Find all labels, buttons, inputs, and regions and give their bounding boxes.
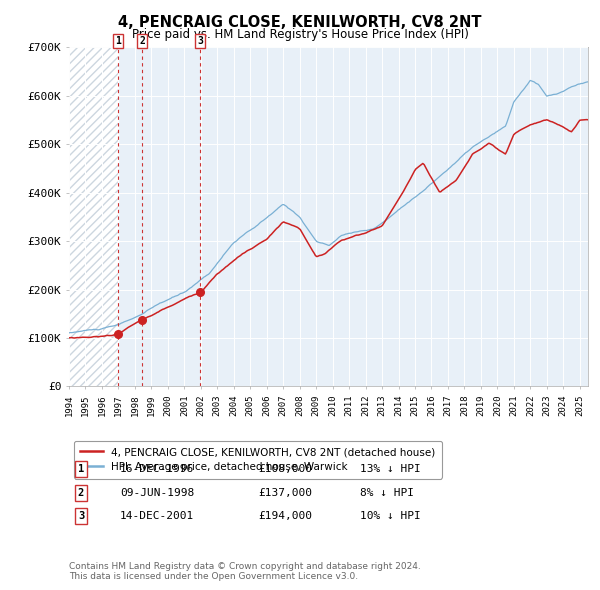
Text: 10% ↓ HPI: 10% ↓ HPI	[360, 512, 421, 521]
Text: 16-DEC-1996: 16-DEC-1996	[120, 464, 194, 474]
Text: 1: 1	[78, 464, 84, 474]
Text: £194,000: £194,000	[258, 512, 312, 521]
Text: 8% ↓ HPI: 8% ↓ HPI	[360, 488, 414, 497]
Legend: 4, PENCRAIG CLOSE, KENILWORTH, CV8 2NT (detached house), HPI: Average price, det: 4, PENCRAIG CLOSE, KENILWORTH, CV8 2NT (…	[74, 441, 442, 478]
Text: 4, PENCRAIG CLOSE, KENILWORTH, CV8 2NT: 4, PENCRAIG CLOSE, KENILWORTH, CV8 2NT	[118, 15, 482, 30]
Text: 14-DEC-2001: 14-DEC-2001	[120, 512, 194, 521]
Text: £137,000: £137,000	[258, 488, 312, 497]
Text: 2: 2	[78, 488, 84, 497]
Text: 3: 3	[78, 512, 84, 521]
Text: 2: 2	[139, 36, 145, 46]
Text: 1: 1	[115, 36, 121, 46]
Bar	[69, 47, 118, 386]
Text: £108,000: £108,000	[258, 464, 312, 474]
Text: 09-JUN-1998: 09-JUN-1998	[120, 488, 194, 497]
Text: 3: 3	[197, 36, 203, 46]
Text: 13% ↓ HPI: 13% ↓ HPI	[360, 464, 421, 474]
Text: Price paid vs. HM Land Registry's House Price Index (HPI): Price paid vs. HM Land Registry's House …	[131, 28, 469, 41]
Bar	[69, 47, 118, 386]
Text: Contains HM Land Registry data © Crown copyright and database right 2024.
This d: Contains HM Land Registry data © Crown c…	[69, 562, 421, 581]
